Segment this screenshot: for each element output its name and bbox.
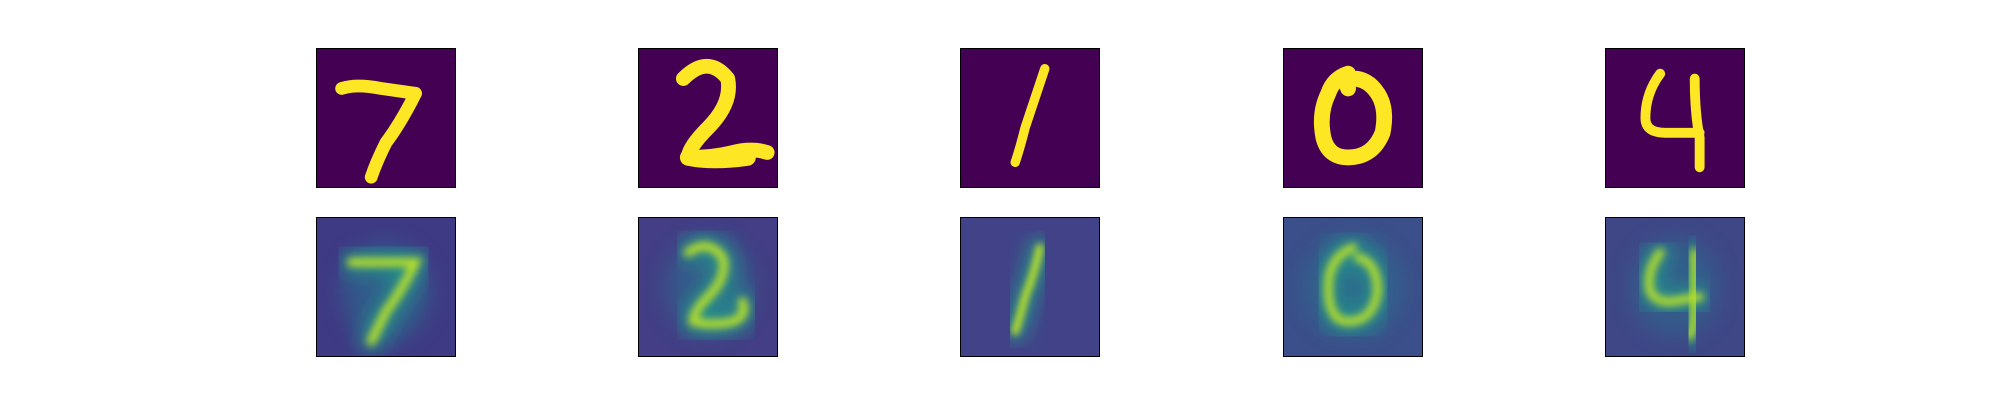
reconstructed-digit-1-image — [960, 217, 1100, 357]
original-digit-4-image — [1605, 48, 1745, 188]
digit-1-icon — [961, 218, 1099, 356]
original-digit-1-image — [960, 48, 1100, 188]
digit-7-icon — [317, 49, 455, 187]
digit-2-icon — [639, 218, 777, 356]
reconstructed-digit-2-image — [638, 217, 778, 357]
digit-4-icon — [1606, 49, 1744, 187]
reconstructed-digit-4-image — [1605, 217, 1745, 357]
digit-7-icon — [317, 218, 455, 356]
digit-2-icon — [639, 49, 777, 187]
digit-1-icon — [961, 49, 1099, 187]
digit-4-icon — [1606, 218, 1744, 356]
reconstructed-digit-0-image — [1283, 217, 1423, 357]
original-digit-0-image — [1283, 48, 1423, 188]
original-digit-7-image — [316, 48, 456, 188]
digit-0-icon — [1284, 49, 1422, 187]
reconstructed-digit-7-image — [316, 217, 456, 357]
digit-0-icon — [1284, 218, 1422, 356]
original-digit-2-image — [638, 48, 778, 188]
